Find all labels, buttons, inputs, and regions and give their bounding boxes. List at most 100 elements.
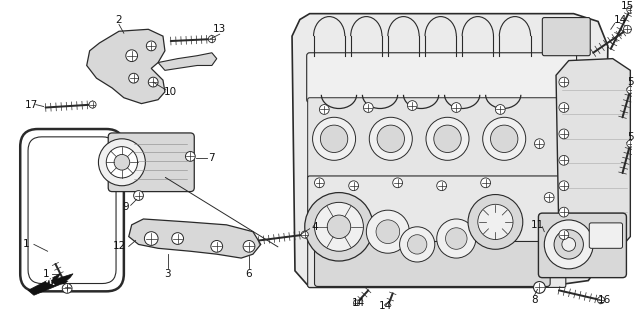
Circle shape — [312, 117, 356, 160]
Polygon shape — [158, 53, 217, 70]
Polygon shape — [86, 29, 165, 104]
Circle shape — [172, 233, 184, 244]
Circle shape — [623, 25, 632, 33]
Text: 8: 8 — [531, 295, 538, 305]
Text: 1: 1 — [23, 239, 29, 249]
Circle shape — [408, 101, 417, 110]
Circle shape — [243, 240, 255, 252]
Circle shape — [89, 101, 96, 108]
Text: 14: 14 — [352, 298, 365, 308]
Text: 16: 16 — [598, 295, 612, 305]
Circle shape — [376, 220, 400, 244]
Circle shape — [562, 238, 575, 251]
Circle shape — [490, 125, 518, 152]
Circle shape — [366, 210, 410, 253]
FancyBboxPatch shape — [314, 241, 550, 286]
Text: 13: 13 — [213, 24, 227, 34]
Circle shape — [99, 139, 145, 186]
Text: 2: 2 — [116, 15, 122, 25]
Circle shape — [559, 77, 569, 87]
Circle shape — [129, 73, 138, 83]
Circle shape — [369, 117, 412, 160]
Circle shape — [148, 77, 158, 87]
Circle shape — [64, 284, 70, 290]
Circle shape — [544, 193, 554, 202]
Circle shape — [106, 146, 138, 178]
Circle shape — [468, 195, 523, 249]
Circle shape — [134, 191, 143, 200]
Circle shape — [62, 284, 72, 293]
Text: 5: 5 — [627, 132, 634, 142]
Circle shape — [393, 178, 403, 188]
Text: 6: 6 — [246, 269, 252, 279]
Circle shape — [186, 151, 195, 161]
Circle shape — [364, 103, 373, 112]
Circle shape — [451, 103, 461, 112]
Circle shape — [321, 125, 348, 152]
Circle shape — [377, 125, 404, 152]
Circle shape — [559, 156, 569, 165]
Text: 9: 9 — [122, 202, 129, 212]
Circle shape — [399, 227, 435, 262]
Text: 11: 11 — [531, 220, 544, 230]
Circle shape — [559, 103, 569, 112]
Circle shape — [327, 215, 351, 239]
Text: 1: 1 — [42, 269, 49, 279]
Circle shape — [598, 297, 605, 304]
Circle shape — [554, 230, 584, 259]
Circle shape — [349, 181, 358, 191]
FancyBboxPatch shape — [589, 223, 623, 248]
Circle shape — [211, 240, 223, 252]
Text: 10: 10 — [164, 87, 177, 97]
Circle shape — [559, 230, 569, 239]
Circle shape — [627, 140, 634, 147]
Text: 15: 15 — [621, 1, 634, 11]
Text: FR.: FR. — [38, 274, 57, 288]
Circle shape — [627, 86, 634, 93]
FancyBboxPatch shape — [308, 98, 566, 180]
Circle shape — [126, 50, 138, 62]
Circle shape — [445, 228, 467, 249]
Circle shape — [319, 104, 329, 114]
Polygon shape — [292, 14, 608, 287]
Text: 12: 12 — [113, 241, 125, 251]
Circle shape — [314, 202, 364, 251]
Circle shape — [559, 207, 569, 217]
Circle shape — [305, 193, 373, 261]
FancyBboxPatch shape — [538, 213, 627, 278]
Circle shape — [301, 231, 308, 238]
Circle shape — [314, 178, 324, 188]
Circle shape — [559, 129, 569, 139]
Circle shape — [408, 235, 427, 254]
Circle shape — [481, 178, 490, 188]
FancyBboxPatch shape — [108, 133, 195, 192]
Circle shape — [145, 232, 158, 245]
FancyBboxPatch shape — [542, 17, 590, 56]
Text: 17: 17 — [24, 100, 38, 109]
Circle shape — [353, 300, 360, 306]
Circle shape — [495, 104, 505, 114]
FancyBboxPatch shape — [308, 176, 566, 287]
Circle shape — [434, 125, 461, 152]
Text: 4: 4 — [311, 222, 318, 232]
Text: 5: 5 — [627, 77, 634, 87]
Circle shape — [534, 139, 544, 149]
Circle shape — [385, 303, 391, 309]
Text: 14: 14 — [614, 15, 627, 25]
Circle shape — [426, 117, 469, 160]
Polygon shape — [556, 59, 630, 254]
Circle shape — [483, 117, 525, 160]
Circle shape — [147, 41, 156, 51]
FancyBboxPatch shape — [307, 53, 577, 103]
Polygon shape — [129, 219, 260, 258]
Circle shape — [114, 155, 130, 170]
Circle shape — [436, 219, 476, 258]
Circle shape — [478, 204, 513, 239]
Polygon shape — [28, 274, 73, 295]
Text: 3: 3 — [164, 269, 171, 279]
Text: 14: 14 — [380, 301, 392, 311]
Circle shape — [436, 181, 447, 191]
Circle shape — [627, 6, 634, 13]
Circle shape — [209, 35, 216, 43]
Circle shape — [559, 181, 569, 191]
